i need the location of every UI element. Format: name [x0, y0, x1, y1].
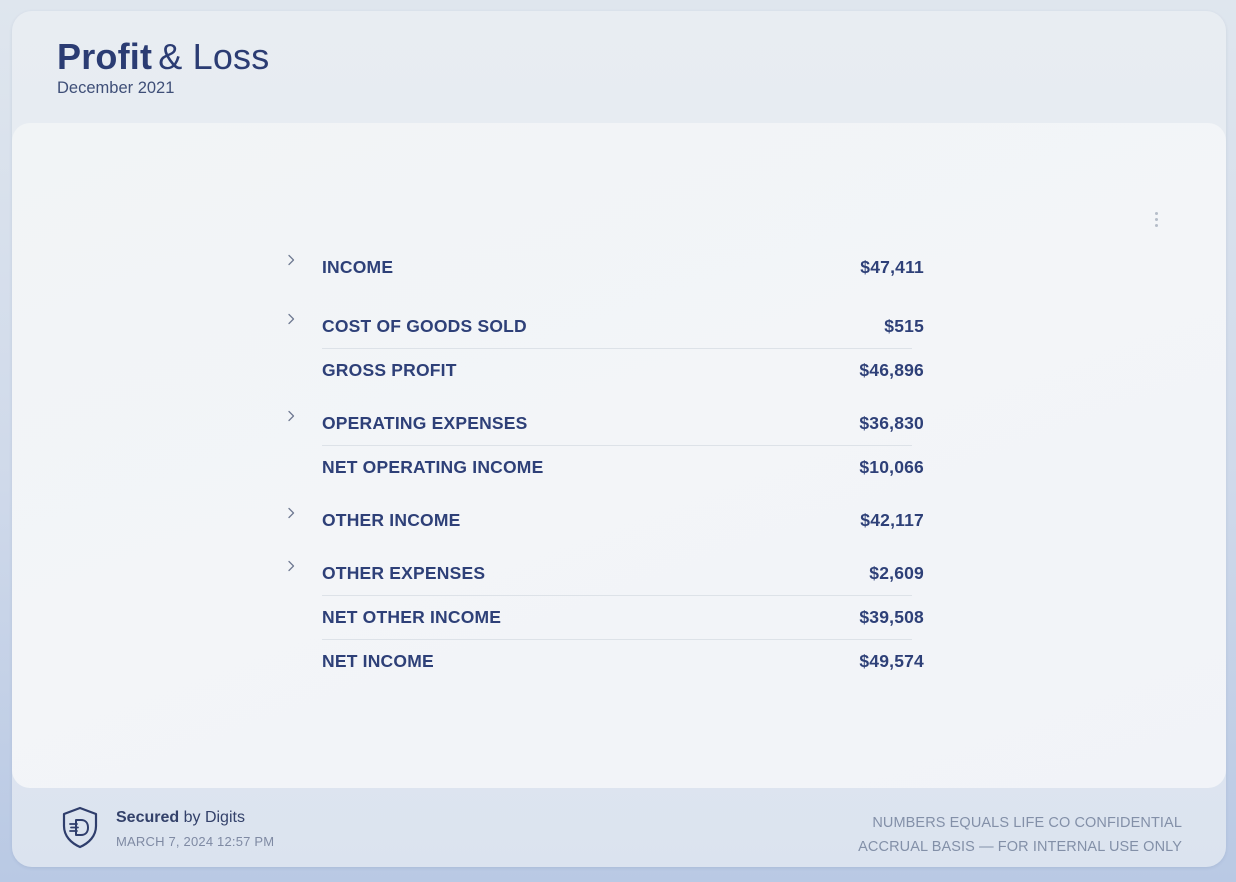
row-gross-profit: GROSS PROFIT $46,896: [280, 348, 924, 392]
row-amount: $46,896: [859, 360, 924, 380]
row-amount: $47,411: [860, 257, 924, 277]
page-title-bold: Profit: [57, 36, 153, 77]
row-label: OPERATING EXPENSES: [322, 413, 528, 433]
row-net-operating-income: NET OPERATING INCOME $10,066: [280, 445, 924, 489]
chevron-right-icon[interactable]: [284, 253, 298, 267]
row-label: COST OF GOODS SOLD: [322, 316, 527, 336]
row-label: GROSS PROFIT: [322, 360, 457, 380]
basis-line: ACCRUAL BASIS — FOR INTERNAL USE ONLY: [858, 839, 1182, 855]
row-net-income: NET INCOME $49,574: [280, 639, 924, 683]
row-amount: $10,066: [859, 457, 924, 477]
report-footer: Secured by Digits MARCH 7, 2024 12:57 PM…: [12, 788, 1226, 867]
more-options-dot: [1154, 217, 1158, 221]
row-label: NET OTHER INCOME: [322, 607, 502, 627]
row-income[interactable]: INCOME $47,411: [280, 251, 924, 295]
chevron-right-icon[interactable]: [284, 506, 298, 520]
chevron-right-icon[interactable]: [284, 312, 298, 326]
row-amount: $42,117: [860, 510, 924, 530]
row-amount: $49,574: [859, 651, 924, 671]
row-amount: $36,830: [859, 413, 924, 433]
more-options-icon[interactable]: [1146, 207, 1166, 231]
page-title-rest: & Loss: [158, 36, 270, 77]
row-label: OTHER INCOME: [322, 510, 461, 530]
row-label: NET INCOME: [322, 651, 434, 671]
row-cost-of-goods-sold[interactable]: COST OF GOODS SOLD $515: [280, 304, 924, 348]
confidentiality-notice: NUMBERS EQUALS LIFE CO CONFIDENTIAL ACCR…: [858, 811, 1182, 859]
row-amount: $39,508: [859, 607, 924, 627]
report-header: Profit & Loss December 2021: [57, 35, 269, 98]
row-amount: $515: [884, 316, 924, 336]
chevron-right-icon[interactable]: [284, 559, 298, 573]
more-options-dot: [1154, 223, 1158, 227]
more-options-dot: [1154, 211, 1158, 215]
report-panel: INCOME $47,411 COST OF GOODS SOLD $515 G…: [12, 123, 1226, 788]
secured-by-label: Secured by Digits: [116, 809, 245, 827]
secured-bold: Secured: [116, 809, 180, 826]
row-other-income[interactable]: OTHER INCOME $42,117: [280, 498, 924, 542]
secured-rest: by Digits: [183, 809, 245, 826]
row-amount: $2,609: [869, 563, 924, 583]
row-operating-expenses[interactable]: OPERATING EXPENSES $36,830: [280, 401, 924, 445]
confidential-line: NUMBERS EQUALS LIFE CO CONFIDENTIAL: [872, 815, 1182, 831]
row-label: OTHER EXPENSES: [322, 563, 486, 583]
digits-shield-icon: [62, 806, 98, 849]
row-net-other-income: NET OTHER INCOME $39,508: [280, 595, 924, 639]
report-window: Profit & Loss December 2021 INCOME $47,41…: [12, 11, 1226, 867]
generated-timestamp: MARCH 7, 2024 12:57 PM: [116, 834, 275, 849]
pl-summary-table: INCOME $47,411 COST OF GOODS SOLD $515 G…: [280, 251, 924, 683]
report-period: December 2021: [57, 79, 175, 97]
page-title: Profit & Loss: [57, 35, 269, 79]
chevron-right-icon[interactable]: [284, 409, 298, 423]
row-label: NET OPERATING INCOME: [322, 457, 544, 477]
row-label: INCOME: [322, 257, 394, 277]
row-other-expenses[interactable]: OTHER EXPENSES $2,609: [280, 551, 924, 595]
